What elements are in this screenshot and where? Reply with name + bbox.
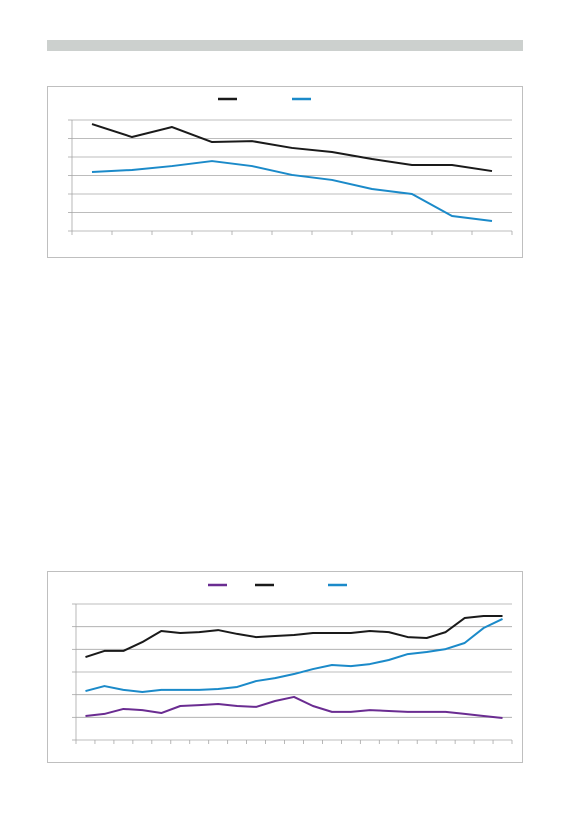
header-bar [47, 40, 523, 51]
data-line [91, 123, 493, 173]
data-line [85, 615, 503, 658]
chart-frame [47, 571, 523, 763]
chart-frame [47, 86, 523, 258]
data-line [85, 618, 503, 693]
data-line [91, 160, 493, 223]
data-line [85, 695, 503, 720]
